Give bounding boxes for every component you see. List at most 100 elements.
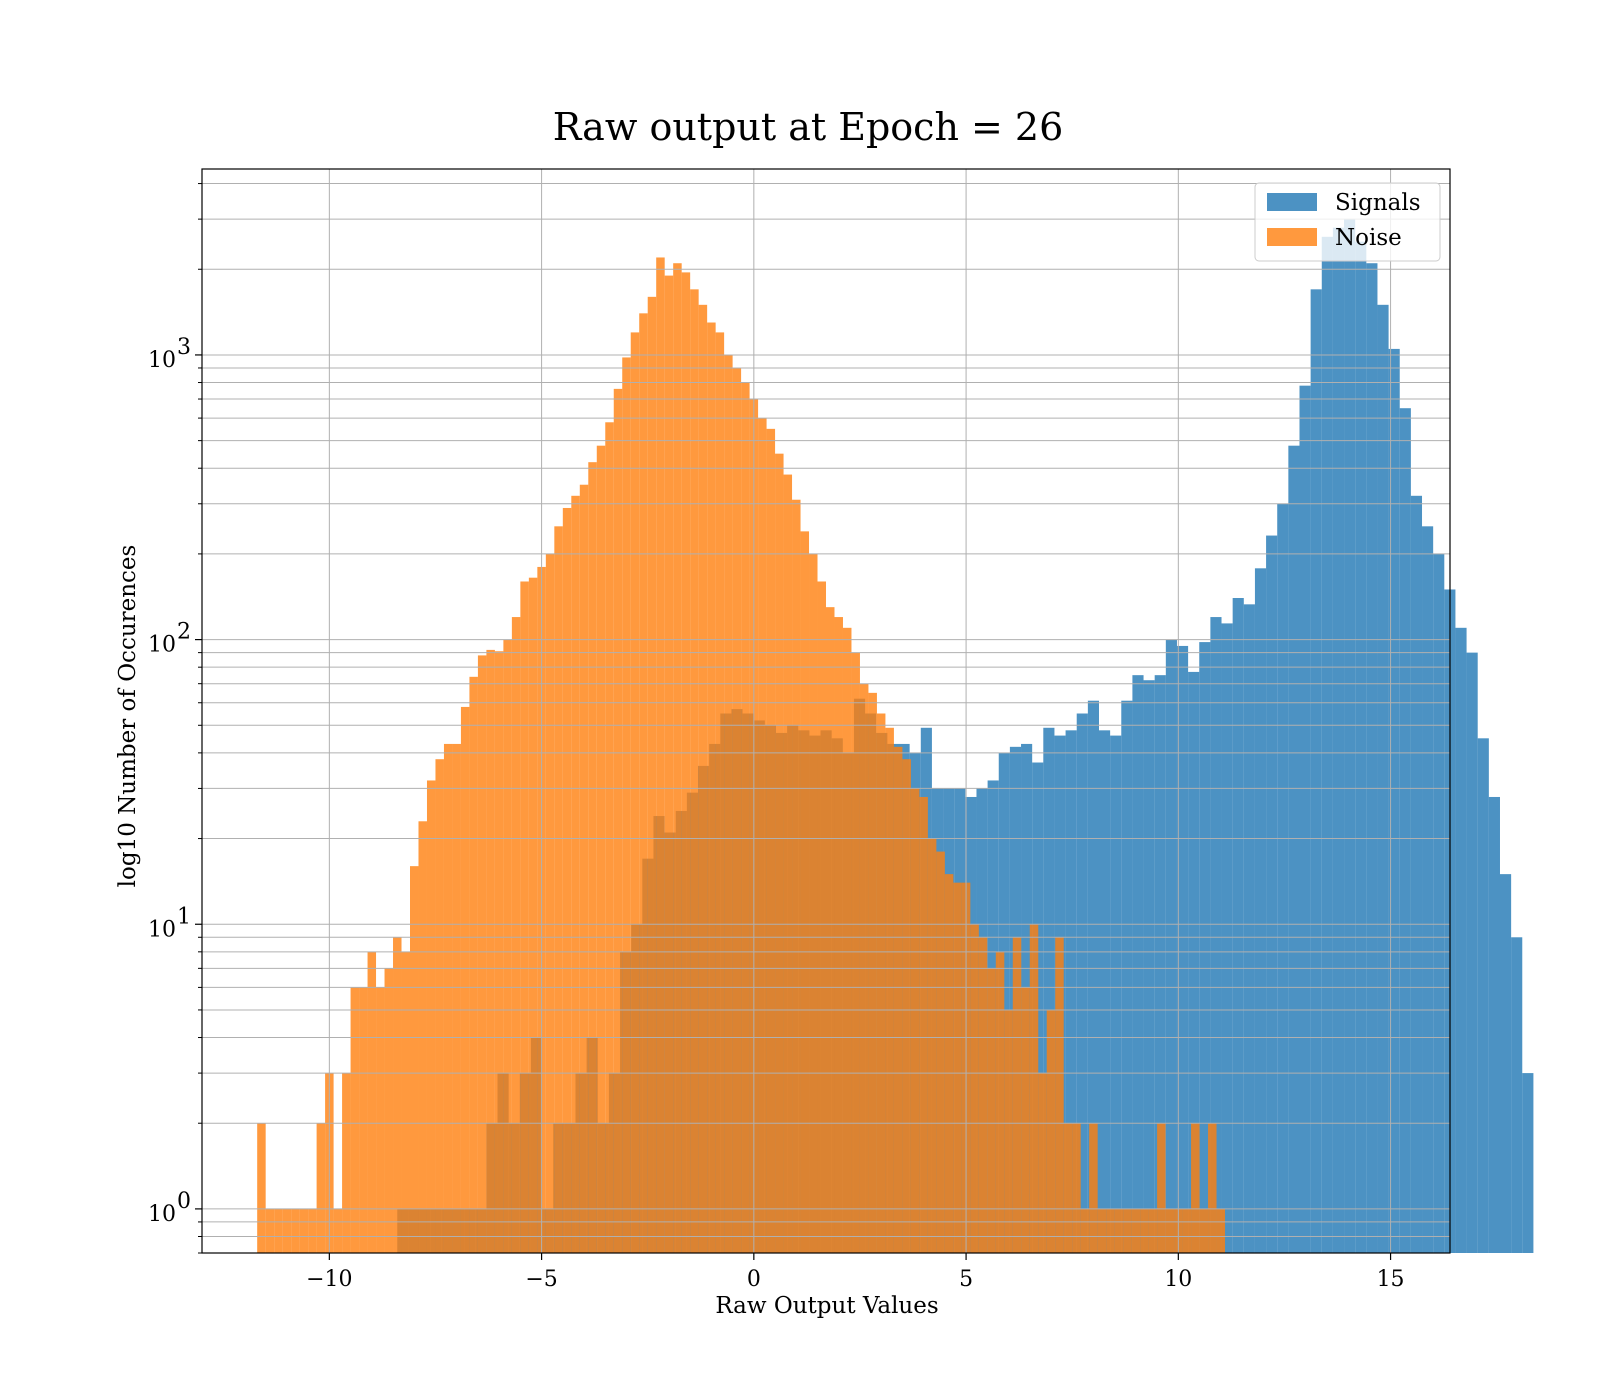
noise-bar	[299, 1208, 309, 1253]
legend-swatch-signals	[1267, 193, 1317, 211]
signals-bar	[998, 752, 1010, 1253]
signals-bar	[1154, 675, 1166, 1253]
noise-bar	[579, 484, 589, 1254]
signals-bar	[1266, 535, 1278, 1253]
noise-bar	[1191, 1123, 1200, 1253]
signals-bar	[1087, 700, 1099, 1253]
noise-bar	[707, 322, 716, 1253]
noise-bar	[715, 332, 725, 1253]
x-tick-label: 0	[747, 1267, 761, 1292]
noise-bar	[690, 289, 699, 1254]
noise-bar	[1063, 1123, 1073, 1253]
signals-bar	[1110, 735, 1122, 1253]
noise-bar	[384, 968, 394, 1253]
noise-bar	[809, 553, 818, 1253]
noise-bar	[410, 866, 419, 1253]
noise-bar	[274, 1208, 283, 1253]
signals-bar	[1043, 727, 1055, 1253]
signals-bar	[1165, 639, 1177, 1253]
noise-bar	[970, 924, 979, 1253]
noise-bar	[775, 453, 784, 1253]
noise-bar	[1106, 1208, 1115, 1253]
noise-bar	[741, 382, 750, 1253]
noise-bar	[978, 937, 988, 1253]
noise-bar	[673, 263, 682, 1254]
noise-bar	[1182, 1208, 1192, 1253]
noise-bar	[800, 531, 810, 1253]
noise-bar	[545, 553, 555, 1253]
noise-bar	[333, 1208, 343, 1253]
noise-bar	[359, 987, 368, 1253]
signals-bar	[1455, 627, 1467, 1253]
plot-frame	[201, 168, 1451, 1254]
noise-bar	[1157, 1123, 1166, 1253]
noise-bar	[944, 874, 954, 1253]
noise-bar	[376, 987, 385, 1253]
noise-bar	[910, 788, 920, 1253]
signals-bar	[1143, 680, 1155, 1253]
noise-bar	[766, 428, 776, 1254]
noise-bar	[342, 1073, 351, 1253]
y-tick-exponent: 3	[177, 335, 191, 360]
noise-bar	[562, 507, 572, 1254]
signals-bar	[1522, 1073, 1534, 1253]
noise-bar	[664, 275, 674, 1254]
signals-bar	[1477, 738, 1489, 1253]
signals-bar	[1210, 617, 1222, 1253]
grid-layer	[202, 169, 1450, 1254]
noise-bar	[792, 499, 801, 1254]
plot-area	[201, 168, 1534, 1254]
noise-bar	[554, 526, 563, 1253]
noise-bar	[758, 418, 767, 1254]
noise-bar	[1114, 1208, 1124, 1253]
noise-bar	[452, 743, 461, 1253]
noise-bar	[1055, 937, 1064, 1253]
noise-bar	[656, 257, 665, 1254]
noise-bar	[511, 617, 521, 1253]
signals-bar	[1511, 937, 1523, 1253]
noise-bar	[1038, 1073, 1047, 1253]
signals-bar	[1221, 623, 1233, 1253]
signals-bar	[1355, 241, 1367, 1253]
noise-bar	[927, 838, 937, 1253]
noise-bar	[1123, 1208, 1132, 1253]
noise-bar	[588, 462, 597, 1253]
bars-layer	[257, 219, 1534, 1254]
y-tick-exponent: 2	[177, 620, 191, 645]
legend: Signals Noise	[1254, 182, 1441, 262]
noise-bar	[868, 692, 877, 1253]
noise-bar	[639, 313, 648, 1254]
signals-bar	[1321, 236, 1333, 1253]
x-tick-label: 15	[1377, 1267, 1405, 1292]
noise-bar	[1012, 937, 1022, 1253]
noise-bar	[1080, 1208, 1090, 1253]
noise-bar	[596, 445, 606, 1253]
y-axis-label: log10 Number of Occurences	[115, 545, 141, 888]
y-tick-label: 10	[148, 633, 176, 658]
noise-bar	[503, 639, 512, 1253]
legend-label-noise: Noise	[1335, 225, 1402, 251]
noise-bar	[1140, 1208, 1149, 1253]
signals-bar	[1433, 553, 1445, 1253]
noise-bar	[1208, 1123, 1217, 1253]
signals-bar	[1466, 652, 1478, 1253]
signals-bar	[1399, 408, 1411, 1253]
noise-bar	[528, 577, 538, 1253]
noise-bar	[1046, 1009, 1056, 1253]
noise-bar	[257, 1123, 266, 1253]
noise-bar	[1216, 1208, 1226, 1253]
noise-bar	[851, 652, 860, 1253]
signals-bar	[1377, 304, 1389, 1253]
y-tick-label: 10	[148, 917, 176, 942]
noise-bar	[622, 357, 631, 1253]
x-tick-label: −10	[306, 1267, 352, 1292]
noise-bar	[265, 1208, 275, 1253]
noise-bar	[282, 1208, 292, 1253]
noise-bar	[1148, 1208, 1158, 1253]
noise-bar	[834, 617, 843, 1253]
x-tick-label: 5	[959, 1267, 973, 1292]
noise-bar	[1021, 987, 1030, 1253]
y-tick-label: 10	[148, 1202, 176, 1227]
signals-bar	[1332, 227, 1345, 1253]
